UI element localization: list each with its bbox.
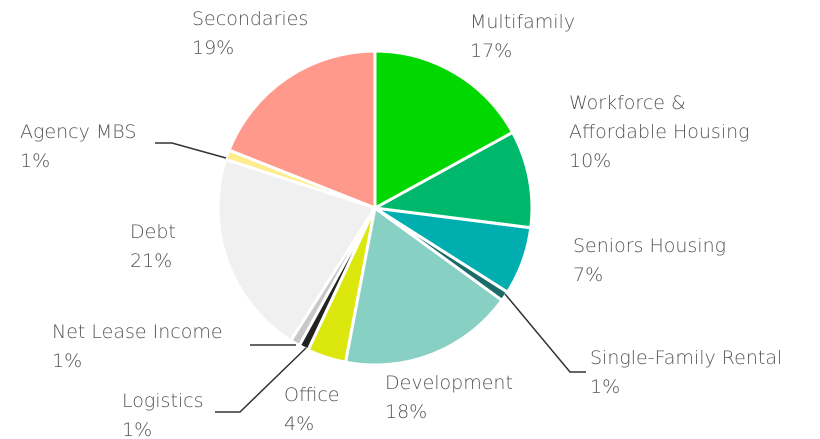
slice-label: Single-Family Rental 1% xyxy=(590,344,782,402)
value-label: 18% xyxy=(385,401,428,423)
category-label: Workforce & Affordable Housing xyxy=(569,92,750,143)
value-label: 1% xyxy=(20,150,51,172)
slice-label: Seniors Housing 7% xyxy=(573,232,726,290)
category-label: Single-Family Rental xyxy=(590,347,783,369)
leader-line xyxy=(155,142,227,159)
category-label: Multifamily xyxy=(470,11,576,33)
category-label: Development xyxy=(385,372,513,394)
slice-label: Development 18% xyxy=(385,369,513,427)
slice-label: Logistics 1% xyxy=(122,387,204,439)
category-label: Agency MBS xyxy=(20,121,137,143)
pie-slice xyxy=(373,49,515,211)
category-label: Seniors Housing xyxy=(573,235,727,257)
value-label: 1% xyxy=(122,419,153,439)
value-label: 10% xyxy=(569,150,612,172)
value-label: 19% xyxy=(192,37,235,59)
slice-label: Office 4% xyxy=(284,381,339,439)
value-label: 4% xyxy=(284,413,315,435)
value-label: 1% xyxy=(52,350,83,372)
category-label: Office xyxy=(284,384,340,406)
category-label: Debt xyxy=(130,221,176,243)
value-label: 7% xyxy=(573,264,604,286)
category-label: Net Lease Income xyxy=(52,321,223,343)
slice-label: Secondaries 19% xyxy=(192,5,308,63)
pie-slice xyxy=(216,157,378,343)
slice-label: Debt 21% xyxy=(130,218,176,276)
value-label: 1% xyxy=(590,376,621,398)
slice-label: Workforce & Affordable Housing 10% xyxy=(569,89,779,176)
category-label: Secondaries xyxy=(192,8,309,30)
category-label: Logistics xyxy=(122,390,204,412)
value-label: 17% xyxy=(470,40,513,62)
slice-label: Net Lease Income 1% xyxy=(52,318,223,376)
value-label: 21% xyxy=(130,250,173,272)
leader-line xyxy=(504,293,586,373)
leader-line xyxy=(215,347,307,413)
slice-label: Agency MBS 1% xyxy=(20,118,136,176)
slice-label: Multifamily 17% xyxy=(470,8,575,66)
pie-slice xyxy=(227,49,377,211)
pie-slice xyxy=(370,130,534,230)
pie-slice xyxy=(343,205,505,367)
